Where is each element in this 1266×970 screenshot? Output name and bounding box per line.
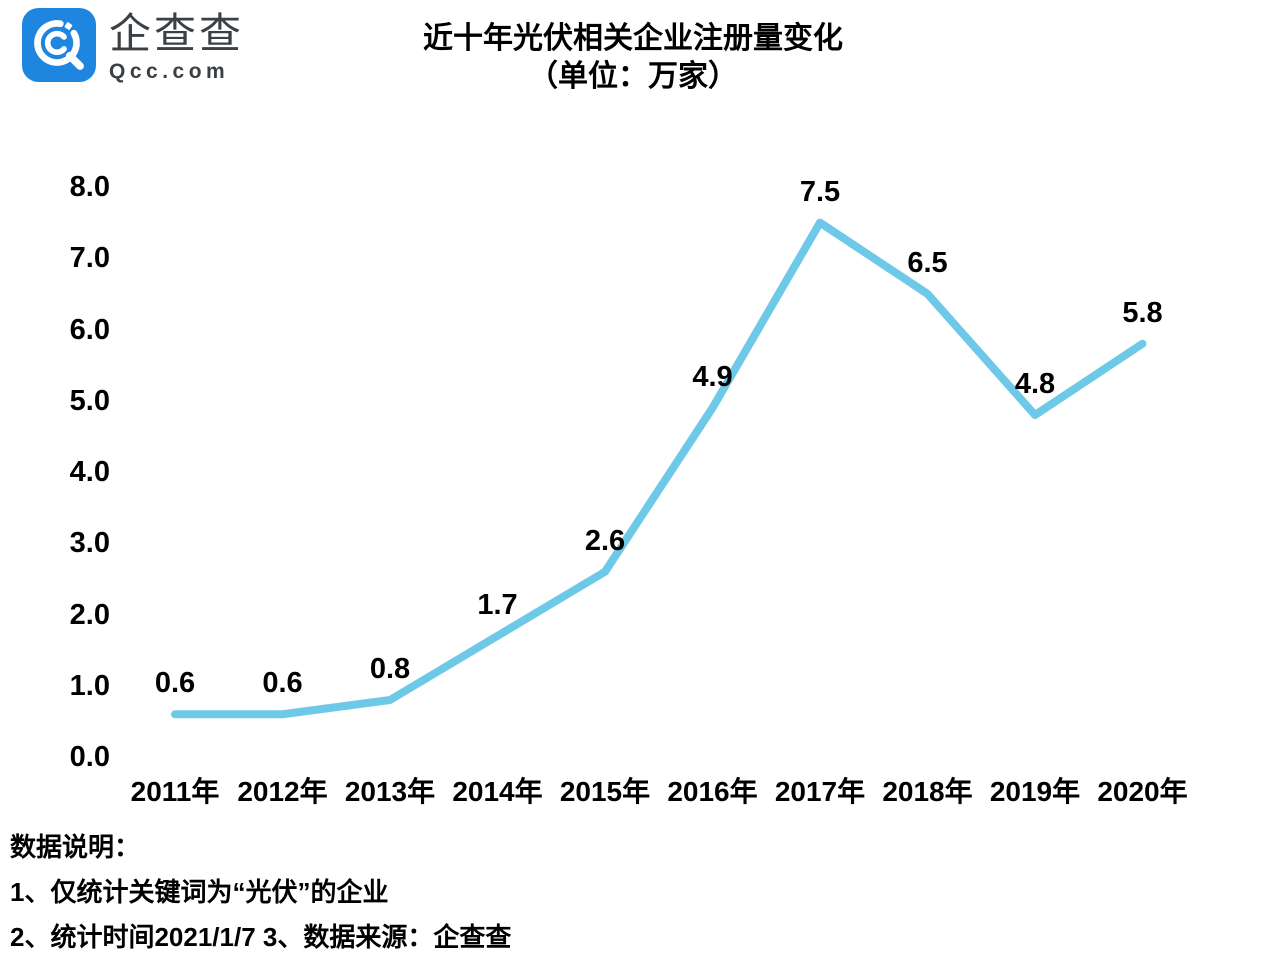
y-axis-tick-label: 4.0 <box>69 456 110 488</box>
data-point-label: 4.8 <box>1014 368 1056 400</box>
data-point-label: 4.9 <box>692 360 733 393</box>
x-axis-tick-label: 2020年 <box>1097 776 1188 807</box>
y-axis-tick-label: 3.0 <box>69 527 110 560</box>
line-series <box>171 218 1147 719</box>
x-axis-tick-label: 2011年 <box>130 776 220 807</box>
data-point-label: 0.8 <box>369 653 411 685</box>
qcc-logo-icon <box>22 8 96 82</box>
data-point-label: 0.6 <box>154 667 196 700</box>
data-point-label: 7.5 <box>799 175 841 208</box>
x-axis-tick-label: 2015年 <box>559 776 651 807</box>
brand-domain: Qcc.com <box>109 60 230 83</box>
y-axis-tick-label: 0.0 <box>69 741 110 773</box>
data-notes: 数据说明： 1、仅统计关键词为“光伏”的企业 2、统计时间2021/1/7 3、… <box>10 832 511 967</box>
x-axis-tick-label: 2013年 <box>344 776 436 807</box>
y-axis-tick-label: 1.0 <box>69 669 110 702</box>
y-axis-tick-label: 5.0 <box>69 384 110 417</box>
chart-title-block: 近十年光伏相关企业注册量变化 （单位：万家） <box>0 20 1266 96</box>
chart-subtitle: （单位：万家） <box>528 60 738 93</box>
chart-title: 近十年光伏相关企业注册量变化 <box>423 22 843 55</box>
x-axis-tick-label: 2017年 <box>774 776 866 807</box>
x-axis-tick-label: 2016年 <box>667 776 758 807</box>
data-point-label: 2.6 <box>584 524 626 557</box>
x-axis-tick-label: 2018年 <box>882 776 973 807</box>
y-axis-tick-label: 6.0 <box>69 313 110 346</box>
data-point-label: 6.5 <box>907 246 948 279</box>
data-point-label: 0.6 <box>262 667 303 700</box>
x-axis-tick-label: 2019年 <box>989 776 1081 807</box>
data-point-label: 5.8 <box>1122 296 1163 329</box>
y-axis-tick-label: 7.0 <box>69 242 110 275</box>
notes-heading: 数据说明： <box>10 832 141 862</box>
qcc-logo-text: 企查查 Qcc.com <box>109 8 244 85</box>
note-1: 1、仅统计关键词为“光伏”的企业 <box>10 877 389 907</box>
y-axis-tick-label: 2.0 <box>69 598 110 631</box>
x-axis-tick-label: 2014年 <box>452 776 543 807</box>
data-point-label: 1.7 <box>477 588 518 621</box>
y-axis-tick-label: 8.0 <box>69 171 110 203</box>
brand-name: 企查查 <box>109 10 245 57</box>
x-axis-tick-label: 2012年 <box>237 776 328 807</box>
note-2: 2、统计时间2021/1/7 3、数据来源：企查查 <box>10 922 512 952</box>
qcc-logo: 企查查 Qcc.com <box>22 8 244 85</box>
